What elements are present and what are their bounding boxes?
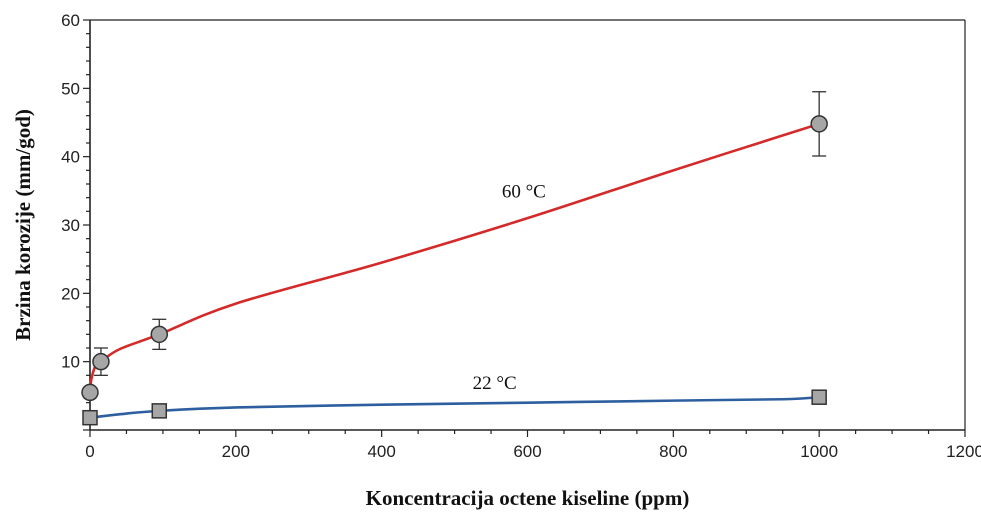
series-layer: 60 °C 22 °C (81, 91, 828, 426)
x-tick-label: 0 (85, 442, 94, 461)
y-tick-label: 20 (61, 284, 80, 303)
data-point (811, 389, 827, 405)
axes (89, 19, 966, 431)
y-tick-label: 40 (61, 148, 80, 167)
ticks: 0 200 400 600 800 1000 1200 10 20 30 40 50 60 (61, 11, 981, 461)
x-axis-title: Koncentracija octene kiseline (ppm) (366, 486, 690, 510)
data-point (810, 115, 828, 133)
x-tick-label: 1200 (946, 442, 981, 461)
y-tick-label: 30 (61, 216, 80, 235)
data-point (92, 352, 110, 371)
series-22c: 22 °C (82, 373, 827, 426)
y-axis-title: Brzina korozije (mm/god) (11, 109, 35, 341)
data-point (82, 409, 98, 426)
y-tick-label: 50 (61, 79, 80, 98)
series-60c: 60 °C (81, 91, 828, 402)
data-point (81, 383, 99, 402)
data-point (150, 325, 169, 344)
y-tick-label: 60 (61, 11, 80, 30)
y-tick-label: 10 (61, 353, 80, 372)
series-label: 22 °C (473, 373, 517, 394)
series-label: 60 °C (502, 182, 546, 203)
series-line (88, 122, 820, 393)
data-point (151, 403, 168, 419)
x-tick-label: 200 (222, 442, 250, 461)
x-tick-label: 400 (367, 442, 395, 461)
x-tick-label: 800 (659, 442, 687, 461)
x-tick-label: 1000 (800, 442, 838, 461)
series-line (89, 395, 820, 419)
x-tick-label: 600 (513, 442, 541, 461)
